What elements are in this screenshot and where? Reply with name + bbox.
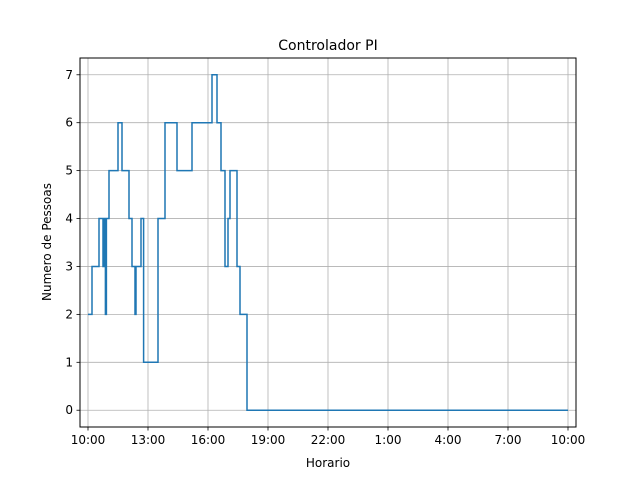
y-tick-label: 3 (65, 259, 73, 273)
x-tick-label: 4:00 (435, 433, 462, 447)
x-tick-label: 16:00 (191, 433, 226, 447)
x-tick-label: 19:00 (251, 433, 286, 447)
y-tick-label: 4 (65, 212, 73, 226)
chart-title: Controlador PI (278, 38, 377, 54)
x-tick-label: 13:00 (131, 433, 166, 447)
y-axis-ticks: 0 1 2 3 4 5 6 7 (65, 68, 80, 417)
x-axis-label: Horario (306, 456, 350, 470)
series-line (88, 74, 568, 411)
y-tick-label: 2 (65, 307, 73, 321)
plot-area (88, 74, 568, 411)
y-tick-label: 5 (65, 164, 73, 178)
grid-lines (80, 58, 576, 427)
y-tick-label: 1 (65, 355, 73, 369)
x-tick-label: 22:00 (311, 433, 346, 447)
x-axis-ticks: 10:00 13:00 16:00 19:00 22:00 1:00 4:00 7:00 10:… (71, 427, 586, 447)
y-tick-label: 6 (65, 116, 73, 130)
y-tick-label: 0 (65, 403, 73, 417)
y-tick-label: 7 (65, 68, 73, 82)
x-tick-label: 10:00 (71, 433, 106, 447)
y-axis-label: Numero de Pessoas (40, 183, 54, 301)
x-tick-label: 1:00 (375, 433, 402, 447)
x-tick-label: 7:00 (495, 433, 522, 447)
x-tick-label: 10:00 (551, 433, 586, 447)
